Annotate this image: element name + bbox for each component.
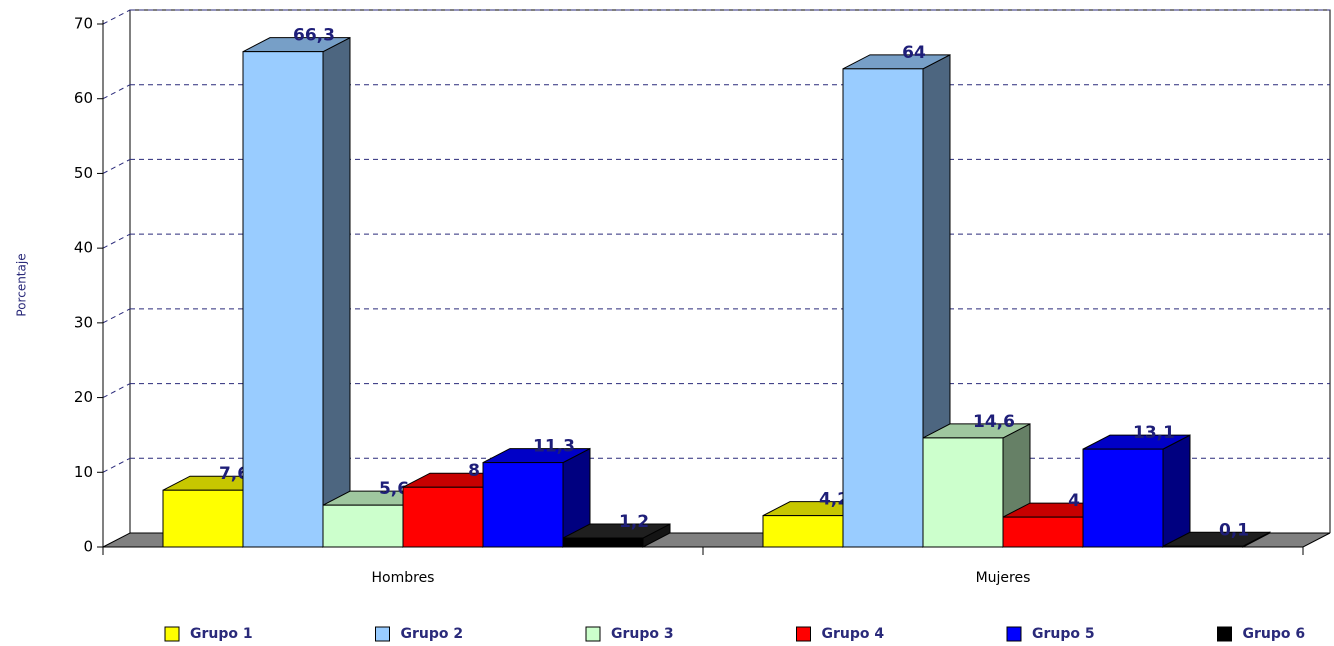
legend-swatch bbox=[375, 626, 390, 642]
data-label: 64 bbox=[902, 43, 926, 63]
y-tick-label: 0 bbox=[83, 538, 93, 556]
bar-side bbox=[1162, 434, 1191, 548]
legend-swatch bbox=[1217, 626, 1232, 642]
y-tick-label: 50 bbox=[74, 164, 93, 182]
legend-swatch bbox=[796, 626, 811, 642]
legend-swatch bbox=[585, 626, 601, 642]
y-tick-label: 10 bbox=[74, 463, 93, 481]
data-label: 1,2 bbox=[619, 512, 649, 532]
data-label: 4 bbox=[1068, 491, 1080, 511]
legend-label: Grupo 6 bbox=[1243, 626, 1306, 642]
grid-line bbox=[102, 233, 131, 249]
grid-line bbox=[102, 383, 131, 399]
y-tick-label: 60 bbox=[74, 89, 93, 107]
grid-line bbox=[102, 9, 131, 25]
bar bbox=[762, 515, 844, 548]
y-tick-label: 70 bbox=[74, 15, 93, 33]
bar bbox=[842, 68, 924, 548]
y-tick-label: 30 bbox=[74, 313, 93, 331]
grid-line bbox=[102, 158, 131, 174]
data-label: 5,6 bbox=[379, 479, 409, 499]
x-tick-label: Hombres bbox=[372, 570, 435, 586]
legend-label: Grupo 2 bbox=[401, 626, 464, 642]
data-label: 66,3 bbox=[293, 26, 335, 46]
grid-line bbox=[102, 457, 131, 473]
grid-line bbox=[102, 84, 131, 100]
data-label: 7,6 bbox=[219, 464, 249, 484]
data-label: 11,3 bbox=[533, 437, 575, 457]
back-wall bbox=[129, 9, 1331, 533]
bar bbox=[1082, 448, 1164, 548]
bar-side bbox=[322, 36, 351, 548]
bar bbox=[242, 51, 324, 548]
data-label: 8 bbox=[468, 461, 480, 481]
legend-label: Grupo 3 bbox=[611, 626, 674, 642]
grid-line bbox=[102, 308, 131, 324]
bar bbox=[922, 437, 1004, 548]
legend-swatch bbox=[164, 626, 180, 642]
data-label: 0,1 bbox=[1219, 520, 1249, 540]
legend-swatch bbox=[1006, 626, 1022, 642]
legend-label: Grupo 4 bbox=[822, 626, 885, 642]
legend-label: Grupo 1 bbox=[190, 626, 253, 642]
legend-label: Grupo 5 bbox=[1032, 626, 1095, 642]
bar bbox=[562, 537, 644, 548]
data-label: 4,2 bbox=[819, 490, 849, 510]
data-label: 14,6 bbox=[973, 412, 1015, 432]
bar bbox=[322, 504, 404, 548]
bar bbox=[402, 486, 484, 548]
y-tick-label: 40 bbox=[74, 239, 93, 257]
data-label: 13,1 bbox=[1133, 423, 1175, 443]
bar bbox=[1002, 516, 1084, 548]
y-tick-label: 20 bbox=[74, 388, 93, 406]
x-tick-label: Mujeres bbox=[976, 570, 1031, 586]
bar bbox=[162, 489, 244, 548]
bar bbox=[1162, 545, 1244, 548]
y-axis-label: Porcentaje bbox=[15, 253, 29, 316]
bar bbox=[482, 462, 564, 548]
